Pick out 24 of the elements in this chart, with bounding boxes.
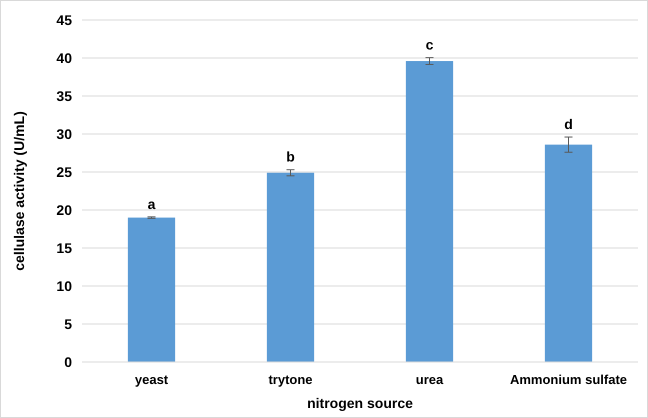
- x-tick-label: Ammonium sulfate: [510, 372, 628, 387]
- y-tick-label: 15: [56, 240, 72, 256]
- y-tick-label: 0: [64, 354, 72, 370]
- bar: [406, 61, 454, 362]
- x-tick-label: urea: [416, 372, 444, 387]
- y-tick-label: 45: [56, 12, 72, 28]
- bar: [266, 172, 314, 362]
- annotation: b: [286, 148, 295, 165]
- y-tick-label: 40: [56, 50, 72, 66]
- bar: [128, 218, 176, 362]
- x-tick-label: trytone: [268, 372, 313, 387]
- bar: [544, 144, 592, 362]
- x-tick-label: yeast: [134, 372, 169, 387]
- y-tick-label: 30: [56, 126, 72, 142]
- y-tick-label: 5: [64, 316, 72, 332]
- annotation: c: [426, 36, 434, 53]
- y-tick-label: 20: [56, 202, 72, 218]
- y-tick-label: 35: [56, 88, 72, 104]
- x-axis-title: nitrogen source: [307, 395, 414, 411]
- y-tick-label: 25: [56, 164, 72, 180]
- y-axis-title: cellulase activity (U/mL): [11, 111, 27, 271]
- annotation: a: [148, 196, 156, 212]
- annotation: d: [564, 116, 573, 132]
- y-tick-label: 10: [56, 278, 72, 294]
